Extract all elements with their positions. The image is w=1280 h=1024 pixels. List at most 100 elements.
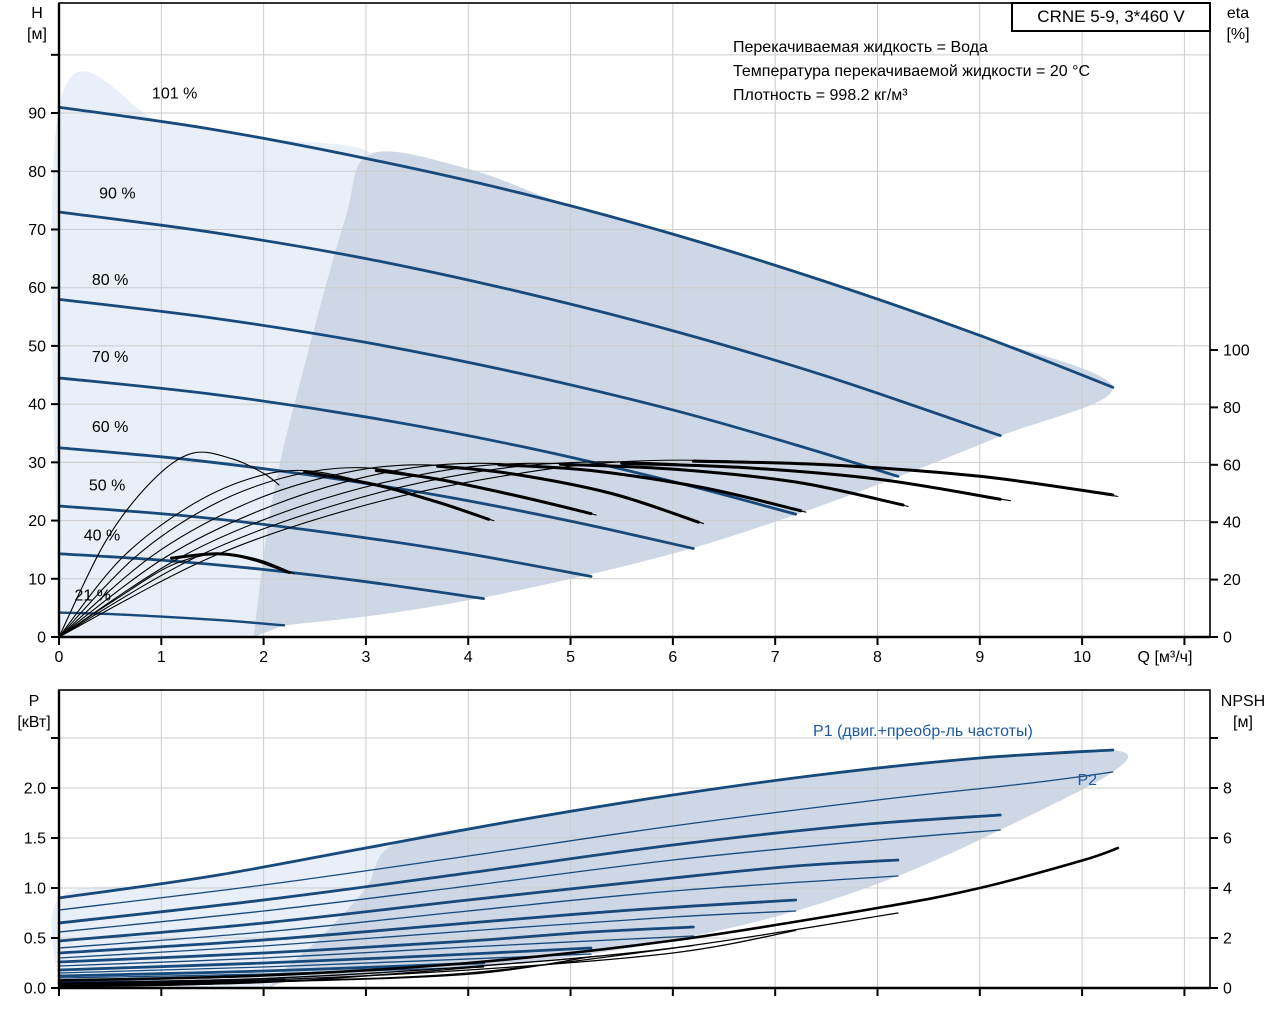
series-p1-60 <box>57 925 695 964</box>
series-eta-bold-80 <box>558 462 905 507</box>
left-tick-label: 2.0 <box>24 781 46 798</box>
right-tick-label: 6 <box>1223 831 1232 848</box>
left-tick-label: 0.0 <box>24 981 46 998</box>
series-eta-thin-21-upper <box>58 451 280 638</box>
x-tick-label: 5 <box>566 649 575 666</box>
left-tick-label: 50 <box>28 338 46 355</box>
fluid-info-block: Перекачиваемая жидкость = Вода Температу… <box>733 36 1090 108</box>
series-npsh-21 <box>58 980 285 988</box>
right-tick-label: 8 <box>1223 781 1232 798</box>
right-tick-label: 100 <box>1223 342 1250 359</box>
speed-label-90: 90 % <box>99 186 135 203</box>
x-tick-label: 4 <box>464 649 473 666</box>
left-tick-label: 0.5 <box>24 931 46 948</box>
info-line-density: Плотность = 998.2 кг/м³ <box>733 87 908 104</box>
series-npsh-70 <box>58 929 797 985</box>
left-tick-label: 10 <box>28 571 46 588</box>
series-npsh-50 <box>58 956 592 987</box>
speed-label-70: 70 % <box>92 349 128 366</box>
right-tick-label: 20 <box>1223 572 1241 589</box>
eta-axis-unit: [%] <box>1226 26 1250 43</box>
x-tick-label: 10 <box>1073 649 1091 666</box>
series-p2-70 <box>58 910 797 959</box>
series-eta-bold-90 <box>620 461 1002 501</box>
right-tick-label: 40 <box>1223 515 1241 532</box>
x-tick-label: 1 <box>157 649 166 666</box>
series-p2-40 <box>58 966 485 979</box>
speed-label-60: 60 % <box>92 419 128 436</box>
series-qh-101 <box>57 105 1115 389</box>
series-p1-50 <box>57 946 593 972</box>
chart-title-box: CRNE 5-9, 3*460 V <box>1011 2 1211 32</box>
series-eta-bold-50 <box>374 469 593 516</box>
x-tick-label: 7 <box>771 649 780 666</box>
x-tick-label: 8 <box>873 649 882 666</box>
envelope-dark <box>253 151 1113 638</box>
series-eta-bold-70 <box>497 463 803 513</box>
right-tick-label: 80 <box>1223 400 1241 417</box>
info-line-temperature: Температура перекачиваемой жидкости = 20… <box>733 63 1091 80</box>
series-p1-101 <box>57 748 1115 900</box>
series-eta-bold-60 <box>436 464 700 524</box>
chart-title: CRNE 5-9, 3*460 V <box>1037 7 1185 26</box>
series-p2-50 <box>58 953 592 974</box>
right-tick-label: 0 <box>1223 630 1232 647</box>
npsh-axis-label: NPSH <box>1220 693 1266 710</box>
power-dark <box>268 749 1129 988</box>
x-tick-label: 0 <box>55 649 64 666</box>
series-p2-60 <box>58 935 694 967</box>
npsh-axis-header: NPSH [м] <box>1212 691 1274 733</box>
left-tick-label: 60 <box>28 280 46 297</box>
series-eta-bold-21 <box>170 552 291 574</box>
x-tick-label: 6 <box>668 649 677 666</box>
left-tick-label: 70 <box>28 222 46 239</box>
p-axis-label: P <box>28 693 40 710</box>
series-p2-90 <box>58 829 1001 933</box>
series-p1-70 <box>57 898 798 955</box>
series-eta-bold-40 <box>303 470 491 521</box>
envelope-light <box>51 71 375 637</box>
left-tick-label: 0 <box>37 630 46 647</box>
p2-label: P2 <box>1077 772 1097 789</box>
eta-axis-header: eta [%] <box>1212 3 1264 45</box>
h-axis-label: H <box>31 5 43 22</box>
p-axis-unit: [кВт] <box>17 714 51 731</box>
h-axis-unit: [м] <box>27 26 47 43</box>
series-qh-40 <box>57 552 485 600</box>
series-p2-80 <box>58 875 899 949</box>
speed-label-101: 101 % <box>152 85 197 102</box>
series-qh-80 <box>57 297 900 478</box>
info-line-fluid: Перекачиваемая жидкость = Вода <box>733 39 988 56</box>
speed-label-21: 21 % <box>75 587 111 604</box>
series-eta-bold-101 <box>691 459 1115 497</box>
npsh-axis-unit: [м] <box>1233 714 1253 731</box>
right-tick-label: 60 <box>1223 457 1241 474</box>
speed-label-80: 80 % <box>92 272 128 289</box>
series-p1-90 <box>57 813 1002 925</box>
left-tick-label: 20 <box>28 513 46 530</box>
x-tick-label: 2 <box>259 649 268 666</box>
right-tick-label: 0 <box>1223 981 1232 998</box>
series-npsh-main <box>57 846 1120 982</box>
series-p2-101 <box>58 771 1114 911</box>
eta-axis-label: eta <box>1226 5 1250 22</box>
p1-label: P1 (двиг.+преобр-ль частоты) <box>813 723 1033 740</box>
left-tick-label: 80 <box>28 164 46 181</box>
series-qh-90 <box>57 210 1002 437</box>
h-axis-header: H [м] <box>12 3 62 45</box>
left-tick-label: 1.5 <box>24 831 46 848</box>
series-npsh-80 <box>58 912 899 984</box>
x-tick-label: 3 <box>361 649 370 666</box>
left-tick-label: 30 <box>28 455 46 472</box>
q-axis-header: Q [м³/ч] <box>1137 649 1193 666</box>
right-tick-label: 4 <box>1223 881 1232 898</box>
series-qh-50 <box>57 504 593 578</box>
x-tick-label: 9 <box>975 649 984 666</box>
left-tick-label: 90 <box>28 106 46 123</box>
series-p1-80 <box>57 858 900 943</box>
left-tick-label: 1.0 <box>24 881 46 898</box>
p-axis-header: P [кВт] <box>8 691 60 733</box>
right-tick-label: 2 <box>1223 931 1232 948</box>
